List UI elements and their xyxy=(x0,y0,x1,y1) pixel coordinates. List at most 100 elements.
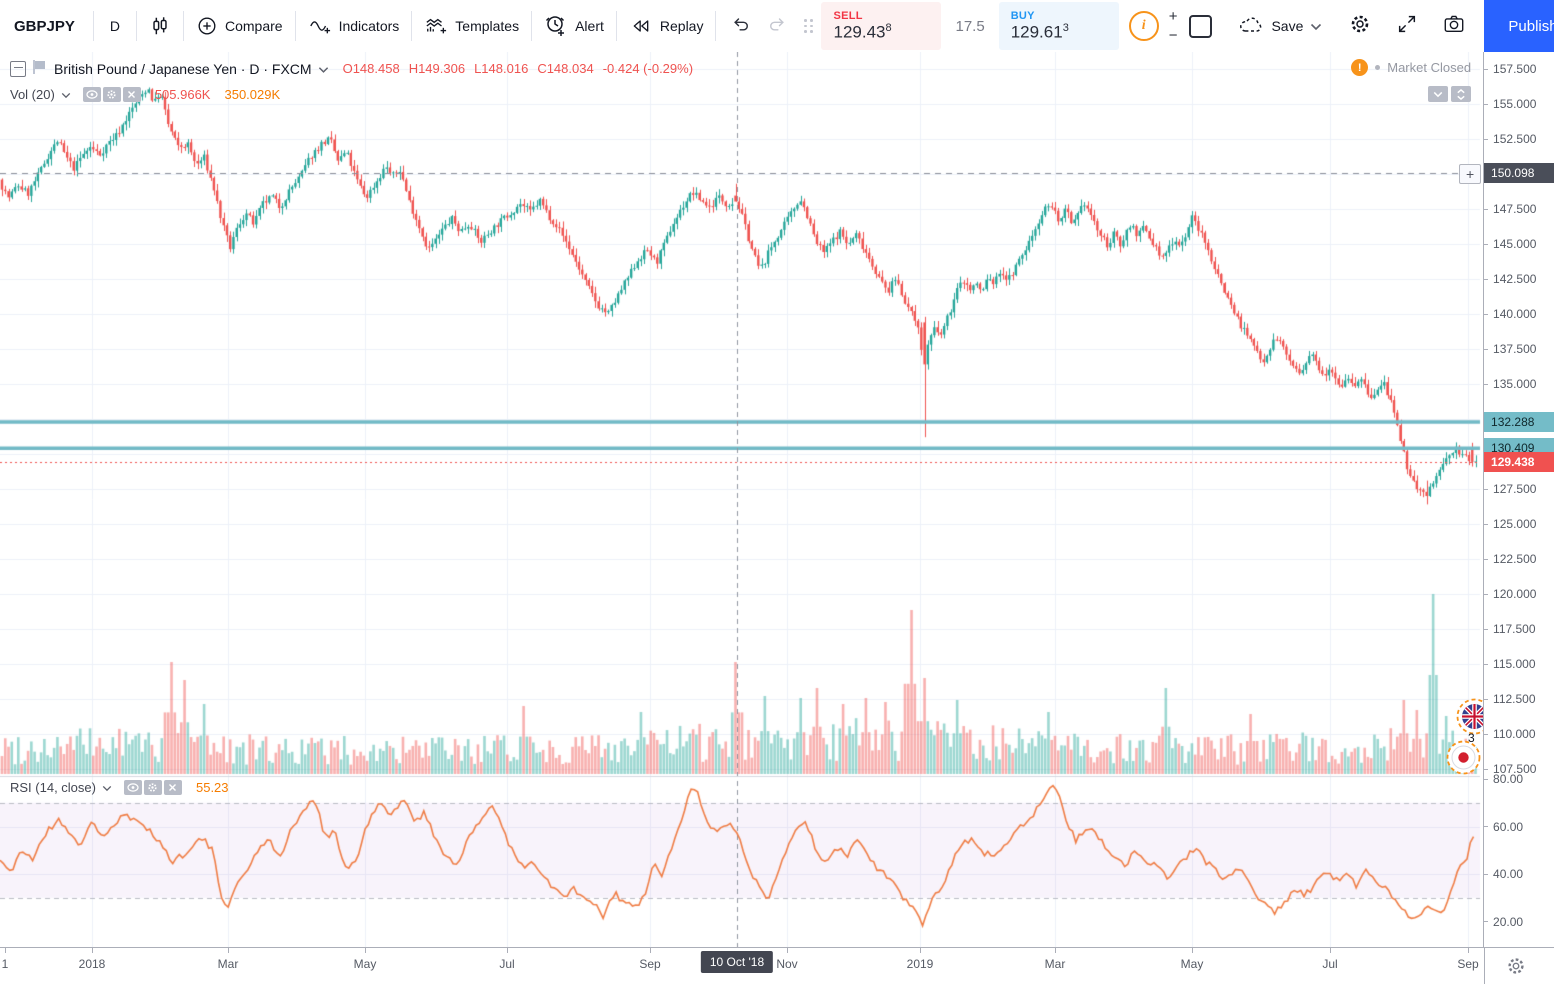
time-tick xyxy=(650,948,651,953)
rsi-value: 55.23 xyxy=(195,780,229,795)
price-tick-label: 147.500 xyxy=(1484,202,1536,216)
symbol-label: GBPJPY xyxy=(14,17,75,35)
buy-button[interactable]: BUY 129.613 xyxy=(998,2,1119,50)
gear-icon xyxy=(1348,12,1372,41)
price-tick-label: 117.500 xyxy=(1484,622,1536,636)
axis-settings-gear-icon[interactable] xyxy=(1505,955,1527,982)
time-tick xyxy=(365,948,366,953)
price-tick-label: 137.500 xyxy=(1484,342,1536,356)
rsi-tick-label: 40.00 xyxy=(1484,867,1523,881)
close-icon[interactable] xyxy=(163,780,182,795)
quantity-stepper[interactable]: + − xyxy=(1169,9,1178,43)
time-tick xyxy=(507,948,508,953)
undo-redo-group xyxy=(716,14,802,39)
time-tick-label: Nov xyxy=(776,957,798,971)
symbol-title[interactable]: British Pound / Japanese Yen · D · FXCM xyxy=(54,60,312,77)
close-value: C148.034 xyxy=(537,61,594,76)
trade-panel-drag-handle[interactable] xyxy=(804,19,813,33)
indicators-button[interactable]: Indicators xyxy=(296,0,412,52)
info-icon[interactable]: i xyxy=(1128,11,1159,41)
rsi-label[interactable]: RSI (14, close) xyxy=(10,780,96,795)
compare-button[interactable]: Compare xyxy=(184,0,295,52)
time-tick-label: Sep xyxy=(639,957,661,971)
high-value: H149.306 xyxy=(408,61,466,76)
price-tick-label: 122.500 xyxy=(1484,552,1536,566)
publish-label: Publish xyxy=(1508,17,1554,35)
chevron-down-icon[interactable] xyxy=(102,780,112,795)
fullscreen-button[interactable] xyxy=(1384,0,1430,52)
interval-button[interactable]: D xyxy=(94,0,136,52)
templates-label: Templates xyxy=(455,18,520,34)
volume-label[interactable]: Vol (20) xyxy=(10,87,55,102)
chevron-down-icon[interactable] xyxy=(61,87,71,102)
indicators-icon xyxy=(308,15,332,37)
publish-button[interactable]: Publish xyxy=(1484,0,1554,52)
main-chart-canvas[interactable] xyxy=(0,52,1484,947)
indicators-label: Indicators xyxy=(338,18,400,34)
close-icon[interactable] xyxy=(122,87,141,102)
volume-legend-buttons xyxy=(82,87,141,102)
crosshair-date-badge: 10 Oct '18 xyxy=(700,951,774,973)
camera-icon xyxy=(1442,13,1466,40)
time-tick-label: Mar xyxy=(217,957,239,971)
minus-icon[interactable]: − xyxy=(1168,27,1178,44)
price-tick-label: 135.000 xyxy=(1484,377,1536,391)
chevron-down-icon[interactable] xyxy=(318,61,329,77)
replay-button[interactable]: Replay xyxy=(617,0,716,52)
time-tick xyxy=(1055,948,1056,953)
chart-plot-area[interactable]: British Pound / Japanese Yen · D · FXCM … xyxy=(0,52,1484,947)
redo-icon[interactable] xyxy=(766,14,788,39)
eye-icon[interactable] xyxy=(82,87,101,102)
time-tick xyxy=(1192,948,1193,953)
rsi-tick-label: 60.00 xyxy=(1484,820,1523,834)
chevron-down-icon xyxy=(1310,18,1322,34)
toolbar-divider xyxy=(294,11,296,41)
sell-price: 129.43 xyxy=(833,22,886,42)
price-axis[interactable]: 150.098 132.288 130.409 129.438 157.500 1… xyxy=(1483,52,1554,947)
collapse-pane-icon[interactable] xyxy=(10,60,26,77)
event-flag-gb[interactable] xyxy=(1456,698,1484,740)
plus-icon[interactable]: + xyxy=(1168,8,1178,25)
snapshot-button[interactable] xyxy=(1430,0,1478,52)
chevron-down-icon[interactable] xyxy=(1428,86,1449,102)
symbol-button[interactable]: GBPJPY xyxy=(0,0,93,52)
maximize-pane-icon[interactable] xyxy=(1451,86,1472,102)
trade-panel-checkbox[interactable] xyxy=(1189,14,1213,38)
alert-button[interactable]: Alert xyxy=(532,0,616,52)
candlestick-icon xyxy=(149,15,171,37)
sell-button[interactable]: SELL 129.438 xyxy=(821,2,942,50)
alert-label: Alert xyxy=(575,18,604,34)
toolbar-divider xyxy=(182,11,184,41)
time-tick-label: 2018 xyxy=(78,957,106,971)
settings-button[interactable] xyxy=(1336,0,1384,52)
top-toolbar: GBPJPY D Compare Indicators Templates Al… xyxy=(0,0,1554,53)
compare-label: Compare xyxy=(224,18,283,34)
last-price-badge: 129.438 xyxy=(1484,451,1554,472)
warning-icon[interactable]: ! xyxy=(1351,59,1369,76)
add-order-plus-button[interactable]: + xyxy=(1459,163,1482,184)
eye-icon[interactable] xyxy=(123,780,142,795)
undo-icon[interactable] xyxy=(730,14,752,39)
time-tick-label: Mar xyxy=(1044,957,1066,971)
time-tick-label: Jul xyxy=(499,957,515,971)
chart-style-button[interactable] xyxy=(137,0,183,52)
time-tick xyxy=(228,948,229,953)
time-tick-label: 1 xyxy=(1,957,9,971)
gear-icon[interactable] xyxy=(102,87,121,102)
time-tick xyxy=(787,948,788,953)
gear-icon[interactable] xyxy=(143,780,162,795)
event-flag-jp[interactable] xyxy=(1446,740,1481,780)
interval-label: D xyxy=(109,18,120,34)
save-button[interactable]: Save xyxy=(1224,14,1336,39)
buy-price: 129.61 xyxy=(1010,22,1063,42)
cloud-save-icon xyxy=(1238,14,1264,39)
rsi-tick-label: 80.00 xyxy=(1484,772,1523,786)
price-tick-label: 145.000 xyxy=(1484,237,1536,251)
time-axis[interactable]: 10 Oct '18 1 2018 Mar May Jul Sep Nov 2019 Mar Ma… xyxy=(0,947,1554,984)
pane-controls xyxy=(1428,86,1472,102)
templates-button[interactable]: Templates xyxy=(412,0,531,52)
spread-value: 17.5 xyxy=(955,17,985,35)
price-tick-label: 120.000 xyxy=(1484,587,1536,601)
rsi-tick-label: 20.00 xyxy=(1484,915,1523,929)
price-tick-label: 142.500 xyxy=(1484,272,1536,286)
